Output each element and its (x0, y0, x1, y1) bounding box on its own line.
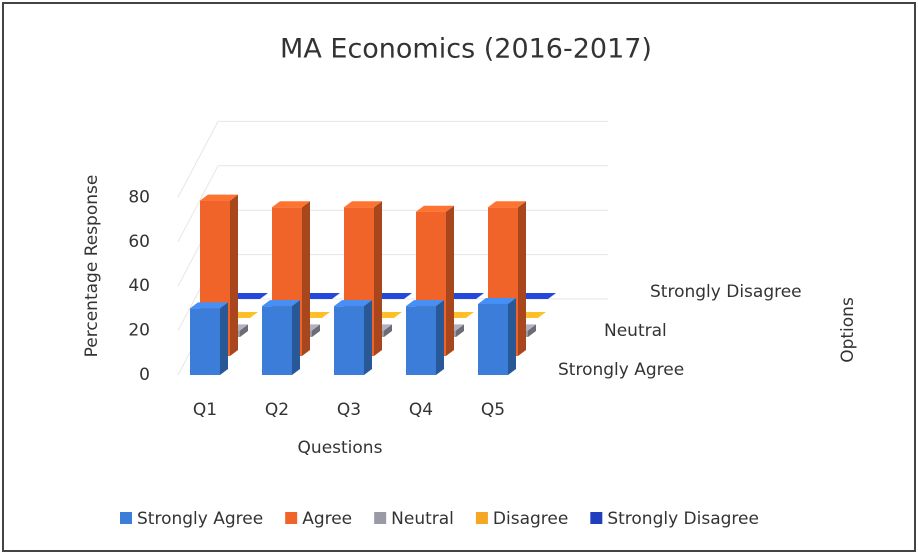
bar (190, 308, 220, 375)
y-tick-label: 20 (128, 321, 150, 341)
bar-top (344, 201, 382, 208)
legend-swatch (374, 512, 387, 524)
x-axis-label: Questions (298, 438, 383, 458)
x-tick-label: Q4 (409, 400, 433, 420)
bar-top (302, 293, 340, 299)
bar-side (456, 324, 464, 337)
bar-top (446, 293, 484, 299)
bar-side (302, 201, 310, 356)
bar-top (334, 300, 372, 307)
depth-tick-label: Strongly Agree (558, 360, 684, 380)
bar-side (240, 324, 248, 337)
bar-side (436, 300, 444, 375)
bar-top (518, 293, 556, 299)
bar-top (416, 205, 454, 212)
bar-side (312, 324, 320, 337)
x-tick-label: Q3 (337, 400, 361, 420)
legend-label: Disagree (493, 509, 568, 529)
depth-tick-label: Neutral (604, 321, 667, 341)
legend-label: Neutral (391, 509, 454, 529)
bar-side (446, 205, 454, 356)
bar-side (518, 201, 526, 356)
bar-side (292, 300, 300, 375)
bar-side (384, 324, 392, 337)
y-tick-label: 80 (128, 187, 150, 207)
bar-top (478, 297, 516, 304)
bar-top (374, 293, 412, 299)
legend-label: Agree (302, 509, 352, 529)
bar-top (272, 201, 310, 208)
legend-label: Strongly Disagree (607, 509, 759, 529)
bar-top (230, 293, 268, 299)
bar-side (374, 201, 382, 356)
bar (478, 303, 508, 375)
legend-swatch (475, 512, 488, 524)
bar-top (262, 300, 300, 307)
legend-swatch (590, 512, 603, 524)
bar (334, 306, 364, 375)
x-tick-label: Q1 (193, 400, 217, 420)
legend-swatch (120, 512, 132, 524)
y-axis-label: Percentage Response (82, 175, 102, 358)
bar-top (200, 194, 238, 201)
grid-line (177, 165, 219, 243)
y-tick-label: 0 (139, 365, 150, 385)
y-tick-label: 40 (128, 276, 150, 296)
grid-line (177, 121, 219, 198)
bar-side (230, 194, 238, 356)
x-tick-label: Q5 (481, 400, 505, 420)
legend-swatch (285, 512, 298, 524)
bar (406, 306, 436, 375)
chart-title: MA Economics (2016-2017) (280, 34, 652, 65)
y-tick-label: 60 (128, 232, 150, 252)
bar-side (220, 302, 228, 375)
x-tick-label: Q2 (265, 400, 289, 420)
legend-label: Strongly Agree (137, 509, 263, 529)
bar (262, 306, 292, 375)
bar-top (488, 201, 526, 208)
bar-side (528, 324, 536, 337)
bar-top (190, 302, 228, 309)
bar-side (508, 297, 516, 375)
depth-tick-label: Strongly Disagree (650, 282, 802, 302)
bar-top (406, 300, 444, 307)
depth-axis-label: Options (838, 297, 858, 363)
bar-side (364, 300, 372, 375)
